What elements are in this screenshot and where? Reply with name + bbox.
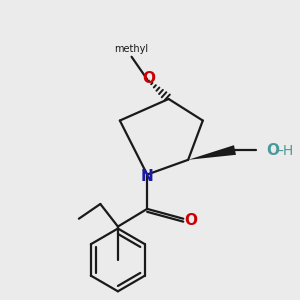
Text: N: N xyxy=(141,169,154,184)
Polygon shape xyxy=(188,145,236,160)
Text: O: O xyxy=(184,213,198,228)
Text: O: O xyxy=(142,71,156,86)
Text: O: O xyxy=(266,142,279,158)
Text: methyl: methyl xyxy=(115,44,148,54)
Text: –H: –H xyxy=(276,144,293,158)
